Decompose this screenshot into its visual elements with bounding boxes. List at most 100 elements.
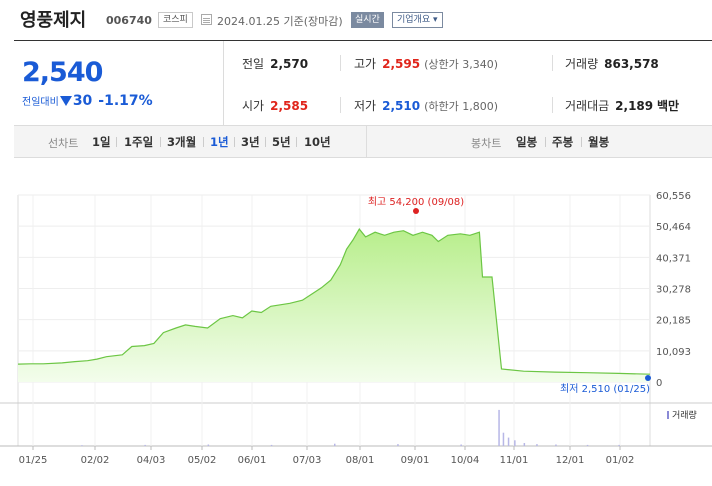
line-chart-label: 선차트 xyxy=(48,137,79,150)
open-value: 2,585 xyxy=(270,99,309,113)
chevron-down-icon: ▾ xyxy=(433,15,438,25)
down-triangle-icon xyxy=(59,96,72,106)
change-rate: -1.17% xyxy=(98,93,153,109)
volume-value: 863,578 xyxy=(604,57,659,71)
separator xyxy=(116,137,117,147)
y-tick-label: 50,464 xyxy=(656,222,691,233)
market-badge: 코스피 xyxy=(158,12,193,28)
candle-weekly[interactable]: 주봉 xyxy=(552,135,574,149)
x-tick-label: 09/01 xyxy=(401,455,430,466)
divider xyxy=(340,97,341,113)
change-value: 30 xyxy=(72,93,93,109)
divider xyxy=(366,126,367,157)
candle-daily[interactable]: 일봉 xyxy=(516,135,538,149)
period-1d[interactable]: 1일 xyxy=(92,135,111,149)
volume-bar xyxy=(397,444,399,446)
volume-label: 거래량 xyxy=(565,57,599,71)
x-tick-label: 02/02 xyxy=(81,455,110,466)
period-3m[interactable]: 3개월 xyxy=(167,135,197,149)
price-chart-svg: 거래량 60,556 50,464 40,371 30,278 20,185 10,093… xyxy=(0,191,712,466)
x-tick-label: 04/03 xyxy=(137,455,166,466)
high-value: 2,595 xyxy=(382,57,421,71)
y-tick-label: 10,093 xyxy=(656,347,691,358)
period-1y[interactable]: 1년 xyxy=(210,135,229,149)
volume-bar xyxy=(523,443,526,446)
realtime-button[interactable]: 실시간 xyxy=(351,12,384,28)
low-price: 저가 2,510 (하한가 1,800) xyxy=(354,97,498,114)
company-overview-button[interactable]: 기업개요 ▾ xyxy=(392,12,443,28)
separator xyxy=(160,137,161,147)
x-tick-label: 06/01 xyxy=(238,455,267,466)
volume-bar xyxy=(507,437,510,446)
x-tick-label: 05/02 xyxy=(188,455,217,466)
y-tick-label: 0 xyxy=(656,378,662,389)
prev-close-value: 2,570 xyxy=(270,57,309,71)
change-label: 전일대비 xyxy=(22,97,59,108)
separator xyxy=(581,137,582,147)
volume-bar xyxy=(514,440,516,446)
separator xyxy=(203,137,204,147)
volume: 거래량 863,578 xyxy=(565,55,659,72)
base-date: 2024.01.25 기준(장마감) xyxy=(217,15,343,28)
volume-legend-label: 거래량 xyxy=(672,409,697,421)
divider xyxy=(552,97,553,113)
trade-amount-value: 2,189 xyxy=(615,99,654,113)
price-line xyxy=(17,228,651,375)
x-tick-label: 11/01 xyxy=(500,455,529,466)
prev-close-label: 전일 xyxy=(242,57,265,71)
volume-bar xyxy=(618,444,620,446)
period-3y[interactable]: 3년 xyxy=(241,135,260,149)
low-annotation: 최저 2,510 (01/25) xyxy=(560,383,650,395)
volume-bar xyxy=(81,445,83,446)
separator xyxy=(265,137,266,147)
volume-legend-swatch xyxy=(667,411,669,419)
divider xyxy=(552,55,553,71)
open-label: 시가 xyxy=(242,99,265,113)
y-tick-label: 60,556 xyxy=(656,191,691,202)
low-value: 2,510 xyxy=(382,99,421,113)
lower-limit: (하한가 1,800) xyxy=(424,100,498,113)
divider xyxy=(340,55,341,71)
volume-bar xyxy=(498,409,500,446)
price-area-fill xyxy=(18,229,650,382)
price-summary: 2,540 전일대비 30 -1.17% 전일 2,570 고가 2,595 (상한가 3… xyxy=(14,40,712,126)
company-overview-label: 기업개요 xyxy=(397,15,431,25)
volume-bar xyxy=(144,444,146,446)
volume-bar xyxy=(555,444,557,446)
candle-chart-label: 봉차트 xyxy=(471,137,502,150)
stock-code: 006740 xyxy=(106,14,152,27)
period-10y[interactable]: 10년 xyxy=(304,135,331,149)
current-price: 2,540 xyxy=(22,57,103,88)
period-5y[interactable]: 5년 xyxy=(272,135,291,149)
x-tick-label: 07/03 xyxy=(293,455,322,466)
volume-bar xyxy=(460,444,462,446)
upper-limit: (상한가 3,340) xyxy=(424,58,498,71)
period-1w[interactable]: 1주일 xyxy=(124,135,154,149)
high-label: 고가 xyxy=(354,57,377,71)
current-price-box: 2,540 전일대비 30 -1.17% xyxy=(14,41,224,126)
x-tick-label: 10/04 xyxy=(451,455,480,466)
stock-header: 영풍제지 006740 코스피 2024.01.25 기준(장마감) 실시간 기… xyxy=(0,0,712,40)
x-tick-label: 12/01 xyxy=(556,455,585,466)
price-chart[interactable]: 거래량 60,556 50,464 40,371 30,278 20,185 10,093… xyxy=(0,160,712,486)
prev-close: 전일 2,570 xyxy=(242,55,308,72)
period-bar: 선차트 1일 1주일 3개월 1년 3년 5년 10년 봉차트 일봉 주봉 월봉 xyxy=(14,126,712,158)
volume-bar xyxy=(586,444,589,446)
trade-amount-unit: 백만 xyxy=(656,99,680,113)
candle-monthly[interactable]: 월봉 xyxy=(588,135,610,149)
separator xyxy=(234,137,235,147)
y-tick-label: 30,278 xyxy=(656,285,691,296)
stock-name: 영풍제지 xyxy=(20,10,87,31)
volume-bar xyxy=(207,444,210,446)
x-tick-label: 01/02 xyxy=(606,455,635,466)
change-row: 전일대비 30 -1.17% xyxy=(22,93,153,109)
volume-bar xyxy=(502,432,505,446)
calendar-icon xyxy=(201,14,212,25)
x-tick-label: 01/25 xyxy=(19,455,48,466)
separator xyxy=(545,137,546,147)
low-label: 저가 xyxy=(354,99,377,113)
y-tick-label: 20,185 xyxy=(656,316,691,327)
high-marker xyxy=(413,208,419,214)
y-tick-label: 40,371 xyxy=(656,253,691,264)
open-price: 시가 2,585 xyxy=(242,97,308,114)
